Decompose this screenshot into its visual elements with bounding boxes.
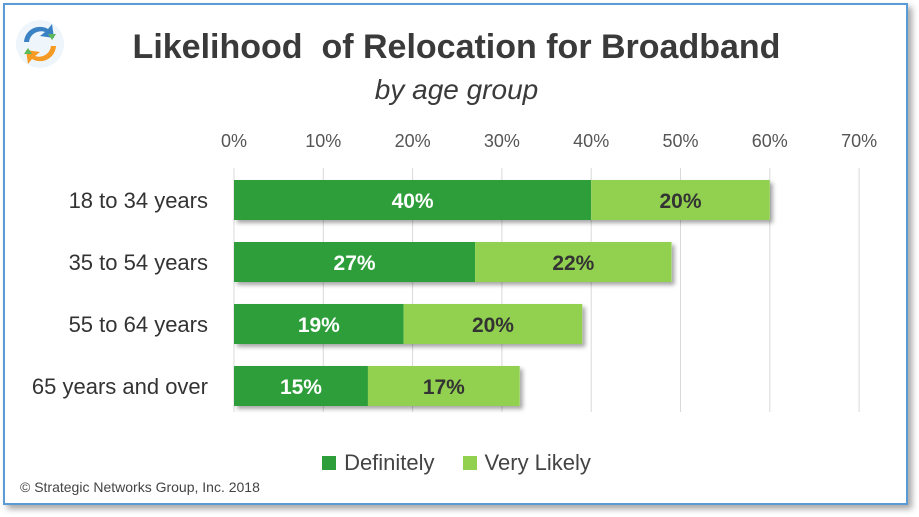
- bar-definitely: [234, 242, 476, 282]
- x-tick-label: 10%: [305, 131, 341, 151]
- bar-very-likely: [367, 366, 520, 406]
- data-label: 40%: [392, 190, 434, 213]
- chart-subtitle: by age group: [374, 74, 539, 105]
- bar-definitely: [234, 304, 404, 344]
- legend: Definitely Very Likely: [0, 450, 913, 476]
- x-tick-label: 60%: [752, 131, 788, 151]
- data-label: 27%: [334, 252, 376, 275]
- data-label: 20%: [472, 314, 514, 337]
- x-tick-label: 30%: [484, 131, 520, 151]
- x-tick-label: 20%: [395, 131, 431, 151]
- copyright-notice: © Strategic Networks Group, Inc. 2018: [20, 479, 260, 495]
- category-label: 55 to 64 years: [69, 312, 208, 337]
- legend-item-definitely: Definitely: [322, 450, 435, 476]
- legend-swatch-very-likely: [462, 456, 477, 470]
- legend-swatch-definitely: [322, 456, 337, 470]
- x-tick-label: 70%: [841, 131, 877, 151]
- bar-very-likely: [591, 180, 770, 220]
- chart-title: Likelihood of Relocation for Broadband: [132, 28, 781, 66]
- legend-label-very-likely: Very Likely: [484, 450, 591, 475]
- x-tick-label: 40%: [573, 131, 609, 151]
- legend-label-definitely: Definitely: [344, 450, 435, 475]
- category-label: 35 to 54 years: [69, 250, 208, 275]
- bar-definitely: [234, 180, 592, 220]
- category-label: 18 to 34 years: [69, 188, 208, 213]
- data-label: 15%: [280, 376, 322, 399]
- data-label: 17%: [423, 376, 465, 399]
- x-tick-label: 0%: [221, 131, 247, 151]
- category-label: 65 years and over: [32, 374, 208, 399]
- bar-definitely: [234, 366, 368, 406]
- x-tick-label: 50%: [662, 131, 698, 151]
- recycle-arrows-logo-icon: [16, 20, 64, 68]
- bar-very-likely: [475, 242, 672, 282]
- bar-very-likely: [403, 304, 583, 344]
- data-label: 20%: [659, 190, 701, 213]
- data-label: 22%: [552, 252, 594, 275]
- data-label: 19%: [298, 314, 340, 337]
- legend-item-very-likely: Very Likely: [462, 450, 591, 476]
